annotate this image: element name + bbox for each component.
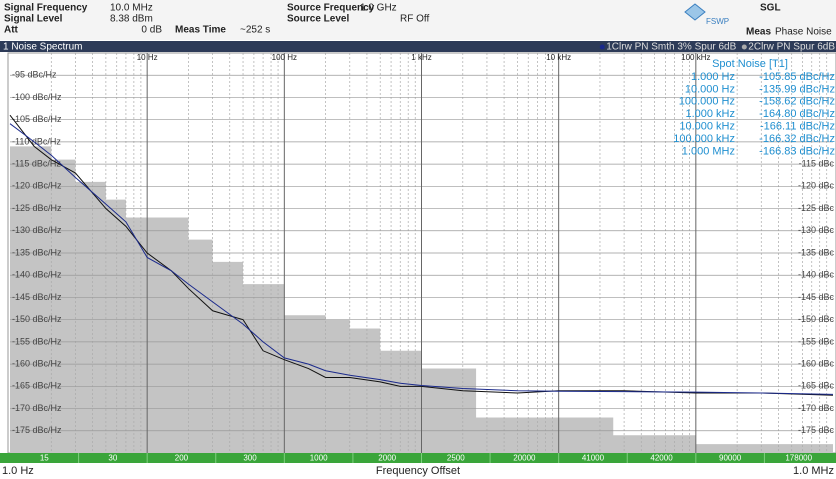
y-tick-label: -105 dBc/Hz (12, 114, 62, 124)
segment-label: 1000 (310, 454, 328, 463)
y-tick-label: -165 dBc/Hz (12, 381, 62, 391)
y-tick-label: -100 dBc/Hz (12, 92, 62, 102)
segment-label: 178000 (785, 454, 812, 463)
value: 10.0 MHz (110, 3, 153, 14)
x-tick-label: 100 Hz (272, 53, 297, 62)
logo-icon (684, 3, 706, 21)
footer (0, 463, 836, 479)
spot-value: -105.85 dBc/Hz (759, 71, 835, 83)
value: RF Off (400, 14, 429, 25)
y2-tick-label: -115 dBc (799, 158, 835, 168)
x-axis-title: Frequency Offset (376, 465, 460, 477)
y2-tick-label: -170 dBc (798, 403, 835, 413)
value: ~252 s (240, 25, 270, 36)
y-tick-label: -110 dBc/Hz (12, 136, 61, 146)
window-title: 1 Noise Spectrum (3, 42, 82, 53)
y-tick-label: -170 dBc/Hz (12, 403, 62, 413)
window-title-bar (0, 41, 836, 52)
logo: FSWP (706, 17, 729, 26)
spot-frequency: 1.000 kHz (685, 108, 735, 120)
segment-label: 200 (175, 454, 189, 463)
y-tick-label: -115 dBc/Hz (12, 158, 61, 168)
segment-label: 42000 (650, 454, 673, 463)
legend-entry: 1Clrw PN Smth 3% Spur 6dB (606, 42, 736, 53)
trace (9, 123, 834, 395)
segment-label: 300 (243, 454, 257, 463)
label: Signal Frequency (4, 3, 88, 14)
y2-tick-label: -175 dBc (798, 425, 835, 435)
spot-frequency: 100.000 kHz (673, 133, 735, 145)
x-tick-label: 10 kHz (546, 53, 571, 62)
y-tick-label: -140 dBc/Hz (12, 270, 62, 280)
spot-frequency: 10.000 Hz (685, 83, 735, 95)
x-edge-label: 1.0 Hz (2, 465, 34, 477)
value: 1.0 GHz (360, 3, 397, 14)
y2-tick-label: -120 dBc (798, 181, 835, 191)
x-tick-label: 100 kHz (681, 53, 710, 62)
y-tick-label: -155 dBc/Hz (12, 336, 62, 346)
segment-bar (0, 453, 836, 463)
spot-title: Spot Noise [T1] (712, 58, 788, 70)
spot-value: -166.32 dBc/Hz (759, 133, 835, 145)
y-tick-label: -160 dBc/Hz (12, 358, 62, 368)
y2-tick-label: -160 dBc (798, 358, 835, 368)
y2-tick-label: -125 dBc (798, 203, 835, 213)
label: Signal Level (4, 14, 63, 25)
x-tick-label: 10 Hz (137, 53, 158, 62)
segment-label: 30 (108, 454, 117, 463)
segment-label: 20000 (513, 454, 536, 463)
x-tick-label: 1 kHz (411, 53, 431, 62)
y-tick-label: -150 dBc/Hz (12, 314, 62, 324)
y2-tick-label: -145 dBc (798, 292, 835, 302)
spot-frequency: 1.000 MHz (682, 145, 735, 157)
y-tick-label: -125 dBc/Hz (12, 203, 62, 213)
y2-tick-label: -150 dBc (798, 314, 835, 324)
y2-tick-label: -130 dBc (798, 225, 835, 235)
label: Meas (746, 27, 771, 38)
spot-value: -158.62 dBc/Hz (759, 96, 835, 108)
spot-value: -135.99 dBc/Hz (759, 83, 835, 95)
mode: SGL (760, 3, 781, 14)
y-tick-label: -130 dBc/Hz (12, 225, 62, 235)
y2-tick-label: -135 dBc (798, 247, 835, 257)
segment-label: 15 (40, 454, 49, 463)
y-tick-label: -95 dBc/Hz (12, 70, 57, 80)
value: 0 dB (141, 25, 162, 36)
legend-marker (741, 44, 747, 50)
legend-entry: 2Clrw PN Spur 6dB (748, 42, 835, 53)
y-tick-label: -135 dBc/Hz (12, 247, 62, 257)
x-edge-label: 1.0 MHz (793, 465, 834, 477)
spot-frequency: 100.000 Hz (679, 96, 735, 108)
label: Meas Time (175, 25, 226, 36)
y-tick-label: -145 dBc/Hz (12, 292, 62, 302)
spot-value: -166.83 dBc/Hz (759, 145, 835, 157)
value: Phase Noise (775, 27, 832, 38)
segment-label: 41000 (582, 454, 605, 463)
y2-tick-label: -140 dBc (798, 270, 835, 280)
label: Att (4, 25, 19, 36)
segment-label: 2000 (378, 454, 396, 463)
y2-tick-label: -155 dBc (798, 336, 835, 346)
value: 8.38 dBm (110, 14, 153, 25)
segment-label: 2500 (447, 454, 465, 463)
spot-value: -164.80 dBc/Hz (759, 108, 835, 120)
y-tick-label: -175 dBc/Hz (12, 425, 62, 435)
label: Source Level (287, 14, 349, 25)
spot-frequency: 10.000 kHz (679, 121, 735, 133)
segment-label: 90000 (719, 454, 742, 463)
spot-frequency: 1.000 Hz (691, 71, 735, 83)
y-tick-label: -120 dBc/Hz (12, 181, 62, 191)
y2-tick-label: -165 dBc (798, 381, 835, 391)
legend-marker (599, 44, 605, 50)
label: Source Frequency (287, 3, 375, 14)
floor-area (10, 146, 833, 454)
spot-value: -166.11 dBc/Hz (760, 121, 835, 133)
